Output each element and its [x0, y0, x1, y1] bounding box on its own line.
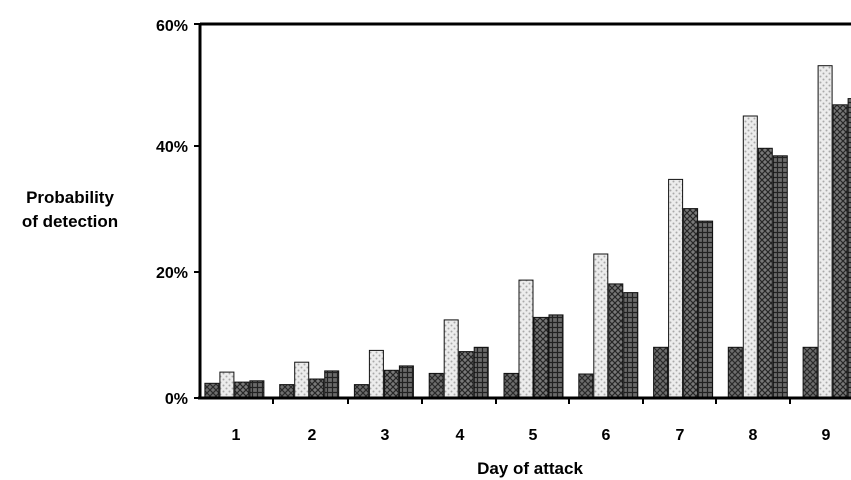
bar-day-8-series-1: [727, 346, 743, 398]
bar-day-4-series-2: [443, 319, 459, 398]
bar-day-3-series-2: [368, 349, 384, 398]
bars-group: [204, 65, 851, 398]
x-tick-label: 1: [232, 427, 241, 444]
bar-day-3-series-4: [398, 365, 414, 398]
bar-day-1-series-4: [249, 380, 265, 398]
y-tick-label: 60%: [156, 18, 188, 35]
x-tick-label: 9: [822, 427, 831, 444]
bar-day-3-series-3: [383, 369, 399, 398]
bar-day-4-series-4: [473, 346, 489, 398]
bar-day-1-series-2: [219, 371, 235, 398]
x-tick-label: 3: [381, 427, 390, 444]
y-axis-title-line-1: Probability: [26, 188, 114, 207]
bar-day-7-series-4: [698, 220, 714, 398]
bar-day-8-series-3: [757, 147, 773, 398]
bar-day-5-series-3: [533, 316, 549, 398]
bar-day-9-series-3: [832, 104, 848, 398]
y-axis-title-line-2: of detection: [22, 212, 118, 231]
bar-day-1-series-1: [204, 382, 220, 398]
bar-day-3-series-1: [353, 384, 369, 398]
bar-day-2-series-4: [324, 370, 340, 398]
bar-day-5-series-1: [503, 372, 519, 398]
bar-day-4-series-3: [458, 351, 474, 398]
bar-day-9-series-2: [817, 65, 833, 398]
bar-day-7-series-1: [653, 346, 669, 398]
bar-day-4-series-1: [428, 372, 444, 398]
y-tick-label: 20%: [156, 265, 188, 282]
y-tick-label: 0%: [165, 391, 188, 408]
bar-day-6-series-3: [608, 283, 624, 398]
bar-day-6-series-2: [593, 253, 609, 398]
bar-day-5-series-4: [548, 314, 564, 398]
x-tick-label: 2: [308, 427, 317, 444]
bar-day-7-series-2: [668, 178, 684, 398]
bar-day-2-series-1: [279, 384, 295, 398]
bar-day-8-series-2: [742, 115, 758, 398]
bar-day-2-series-2: [294, 361, 310, 398]
x-tick-label: 8: [749, 427, 758, 444]
bar-day-2-series-3: [309, 378, 325, 398]
bar-day-5-series-2: [518, 279, 534, 398]
bar-day-6-series-1: [578, 373, 594, 398]
x-tick-label: 7: [676, 427, 685, 444]
x-tick-label: 4: [456, 427, 465, 444]
x-tick-label: 6: [602, 427, 611, 444]
bar-day-6-series-4: [623, 292, 639, 398]
x-tick-label: 5: [529, 427, 538, 444]
y-tick-label: 40%: [156, 139, 188, 156]
x-axis-title: Day of attack: [477, 459, 583, 478]
bar-day-1-series-3: [234, 381, 250, 398]
bar-day-9-series-4: [847, 98, 851, 398]
bar-day-8-series-4: [772, 155, 788, 398]
bar-day-9-series-1: [802, 346, 818, 398]
bar-day-7-series-3: [683, 208, 699, 398]
